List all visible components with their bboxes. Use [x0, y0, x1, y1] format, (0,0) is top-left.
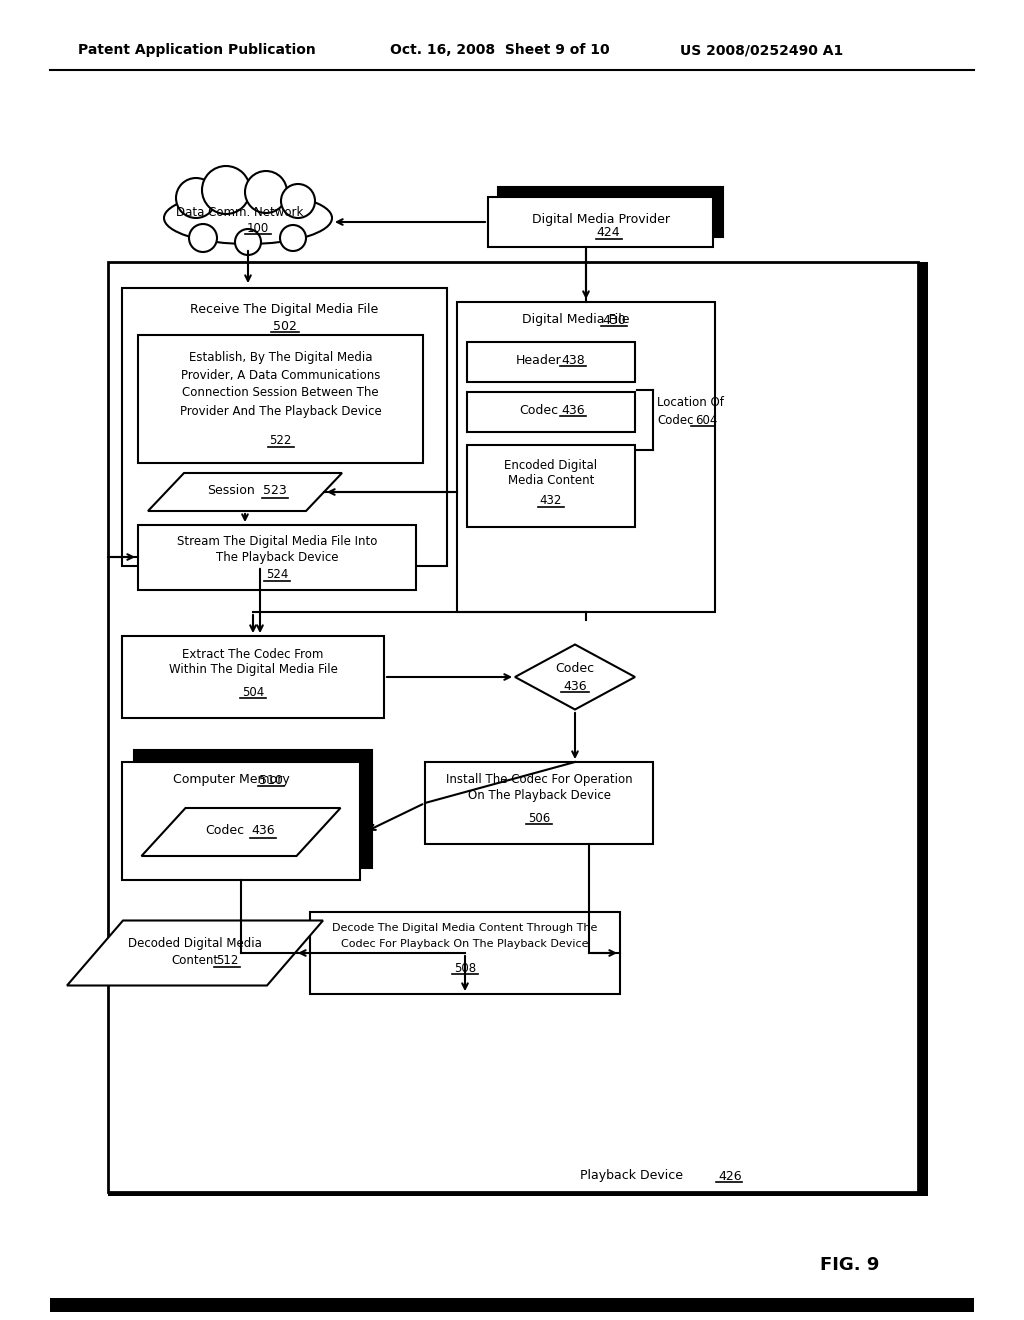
Bar	[488, 197, 713, 247]
Text: Content: Content	[171, 954, 218, 968]
Bar	[425, 762, 653, 843]
Text: 523: 523	[263, 484, 287, 498]
Text: 502: 502	[272, 319, 296, 333]
Circle shape	[176, 178, 216, 218]
Text: Within The Digital Media File: Within The Digital Media File	[169, 664, 338, 676]
Text: 604: 604	[695, 413, 718, 426]
Text: Digital Media Provider: Digital Media Provider	[531, 213, 670, 226]
Bar	[122, 762, 360, 880]
Text: Connection Session Between The: Connection Session Between The	[182, 387, 379, 400]
Text: Codec: Codec	[519, 404, 558, 417]
Text: The Playback Device: The Playback Device	[216, 550, 338, 564]
Text: Receive The Digital Media File: Receive The Digital Media File	[190, 304, 379, 317]
Text: Data Comm. Network: Data Comm. Network	[176, 206, 304, 219]
Text: Playback Device: Playback Device	[580, 1170, 683, 1183]
Circle shape	[202, 166, 250, 214]
Text: On The Playback Device: On The Playback Device	[468, 789, 610, 803]
Text: 432: 432	[540, 495, 562, 507]
Circle shape	[245, 172, 287, 213]
Text: Codec: Codec	[555, 661, 595, 675]
Bar	[108, 1188, 928, 1196]
Text: 522: 522	[269, 434, 292, 447]
Bar	[134, 750, 372, 869]
Text: Encoded Digital: Encoded Digital	[505, 458, 598, 471]
Ellipse shape	[164, 191, 332, 244]
Text: Location Of: Location Of	[657, 396, 724, 409]
Text: 436: 436	[563, 680, 587, 693]
Text: Stream The Digital Media File Into: Stream The Digital Media File Into	[177, 535, 377, 548]
Text: 426: 426	[718, 1170, 741, 1183]
Text: US 2008/0252490 A1: US 2008/0252490 A1	[680, 44, 843, 57]
Text: Oct. 16, 2008  Sheet 9 of 10: Oct. 16, 2008 Sheet 9 of 10	[390, 44, 609, 57]
Polygon shape	[515, 644, 635, 710]
Bar	[138, 335, 423, 463]
Bar	[457, 302, 715, 612]
Text: Install The Codec For Operation: Install The Codec For Operation	[445, 774, 632, 787]
Text: Codec: Codec	[206, 825, 245, 837]
Text: Provider, A Data Communications: Provider, A Data Communications	[181, 368, 380, 381]
Circle shape	[234, 228, 261, 255]
Text: 508: 508	[454, 961, 476, 974]
Bar	[918, 261, 928, 1196]
Bar	[50, 1298, 974, 1312]
Text: 100: 100	[247, 222, 269, 235]
Polygon shape	[67, 920, 323, 986]
Bar	[108, 261, 918, 1192]
Bar	[138, 525, 416, 590]
Text: Decode The Digital Media Content Through The: Decode The Digital Media Content Through…	[333, 923, 598, 933]
Text: 436: 436	[561, 404, 585, 417]
Bar	[498, 187, 723, 238]
Text: 512: 512	[216, 954, 239, 968]
Text: 506: 506	[528, 812, 550, 825]
Text: Codec For Playback On The Playback Device: Codec For Playback On The Playback Devic…	[341, 939, 589, 949]
Text: Decoded Digital Media: Decoded Digital Media	[128, 936, 262, 949]
Text: 436: 436	[251, 825, 274, 837]
Text: Codec: Codec	[657, 413, 693, 426]
Text: Patent Application Publication: Patent Application Publication	[78, 44, 315, 57]
Text: 504: 504	[242, 685, 264, 698]
Text: 430: 430	[602, 314, 626, 326]
Text: 524: 524	[266, 569, 288, 582]
Bar	[310, 912, 620, 994]
Text: 424: 424	[597, 227, 621, 239]
Bar	[122, 288, 447, 566]
Circle shape	[280, 224, 306, 251]
Text: Computer Memory: Computer Memory	[173, 774, 290, 787]
Text: Media Content: Media Content	[508, 474, 594, 487]
Bar	[467, 445, 635, 527]
Bar	[122, 636, 384, 718]
Text: 438: 438	[561, 354, 585, 367]
Text: FIG. 9: FIG. 9	[820, 1257, 880, 1274]
Text: Digital Media File: Digital Media File	[522, 314, 630, 326]
Text: Session: Session	[207, 484, 255, 498]
Polygon shape	[148, 473, 342, 511]
Text: 510: 510	[259, 774, 283, 787]
Text: Header: Header	[516, 354, 562, 367]
Circle shape	[281, 183, 315, 218]
Polygon shape	[141, 808, 341, 855]
Bar	[467, 392, 635, 432]
Text: Provider And The Playback Device: Provider And The Playback Device	[179, 404, 381, 417]
Text: Establish, By The Digital Media: Establish, By The Digital Media	[188, 351, 373, 363]
Text: Extract The Codec From: Extract The Codec From	[182, 648, 324, 660]
Bar	[467, 342, 635, 381]
Circle shape	[189, 224, 217, 252]
